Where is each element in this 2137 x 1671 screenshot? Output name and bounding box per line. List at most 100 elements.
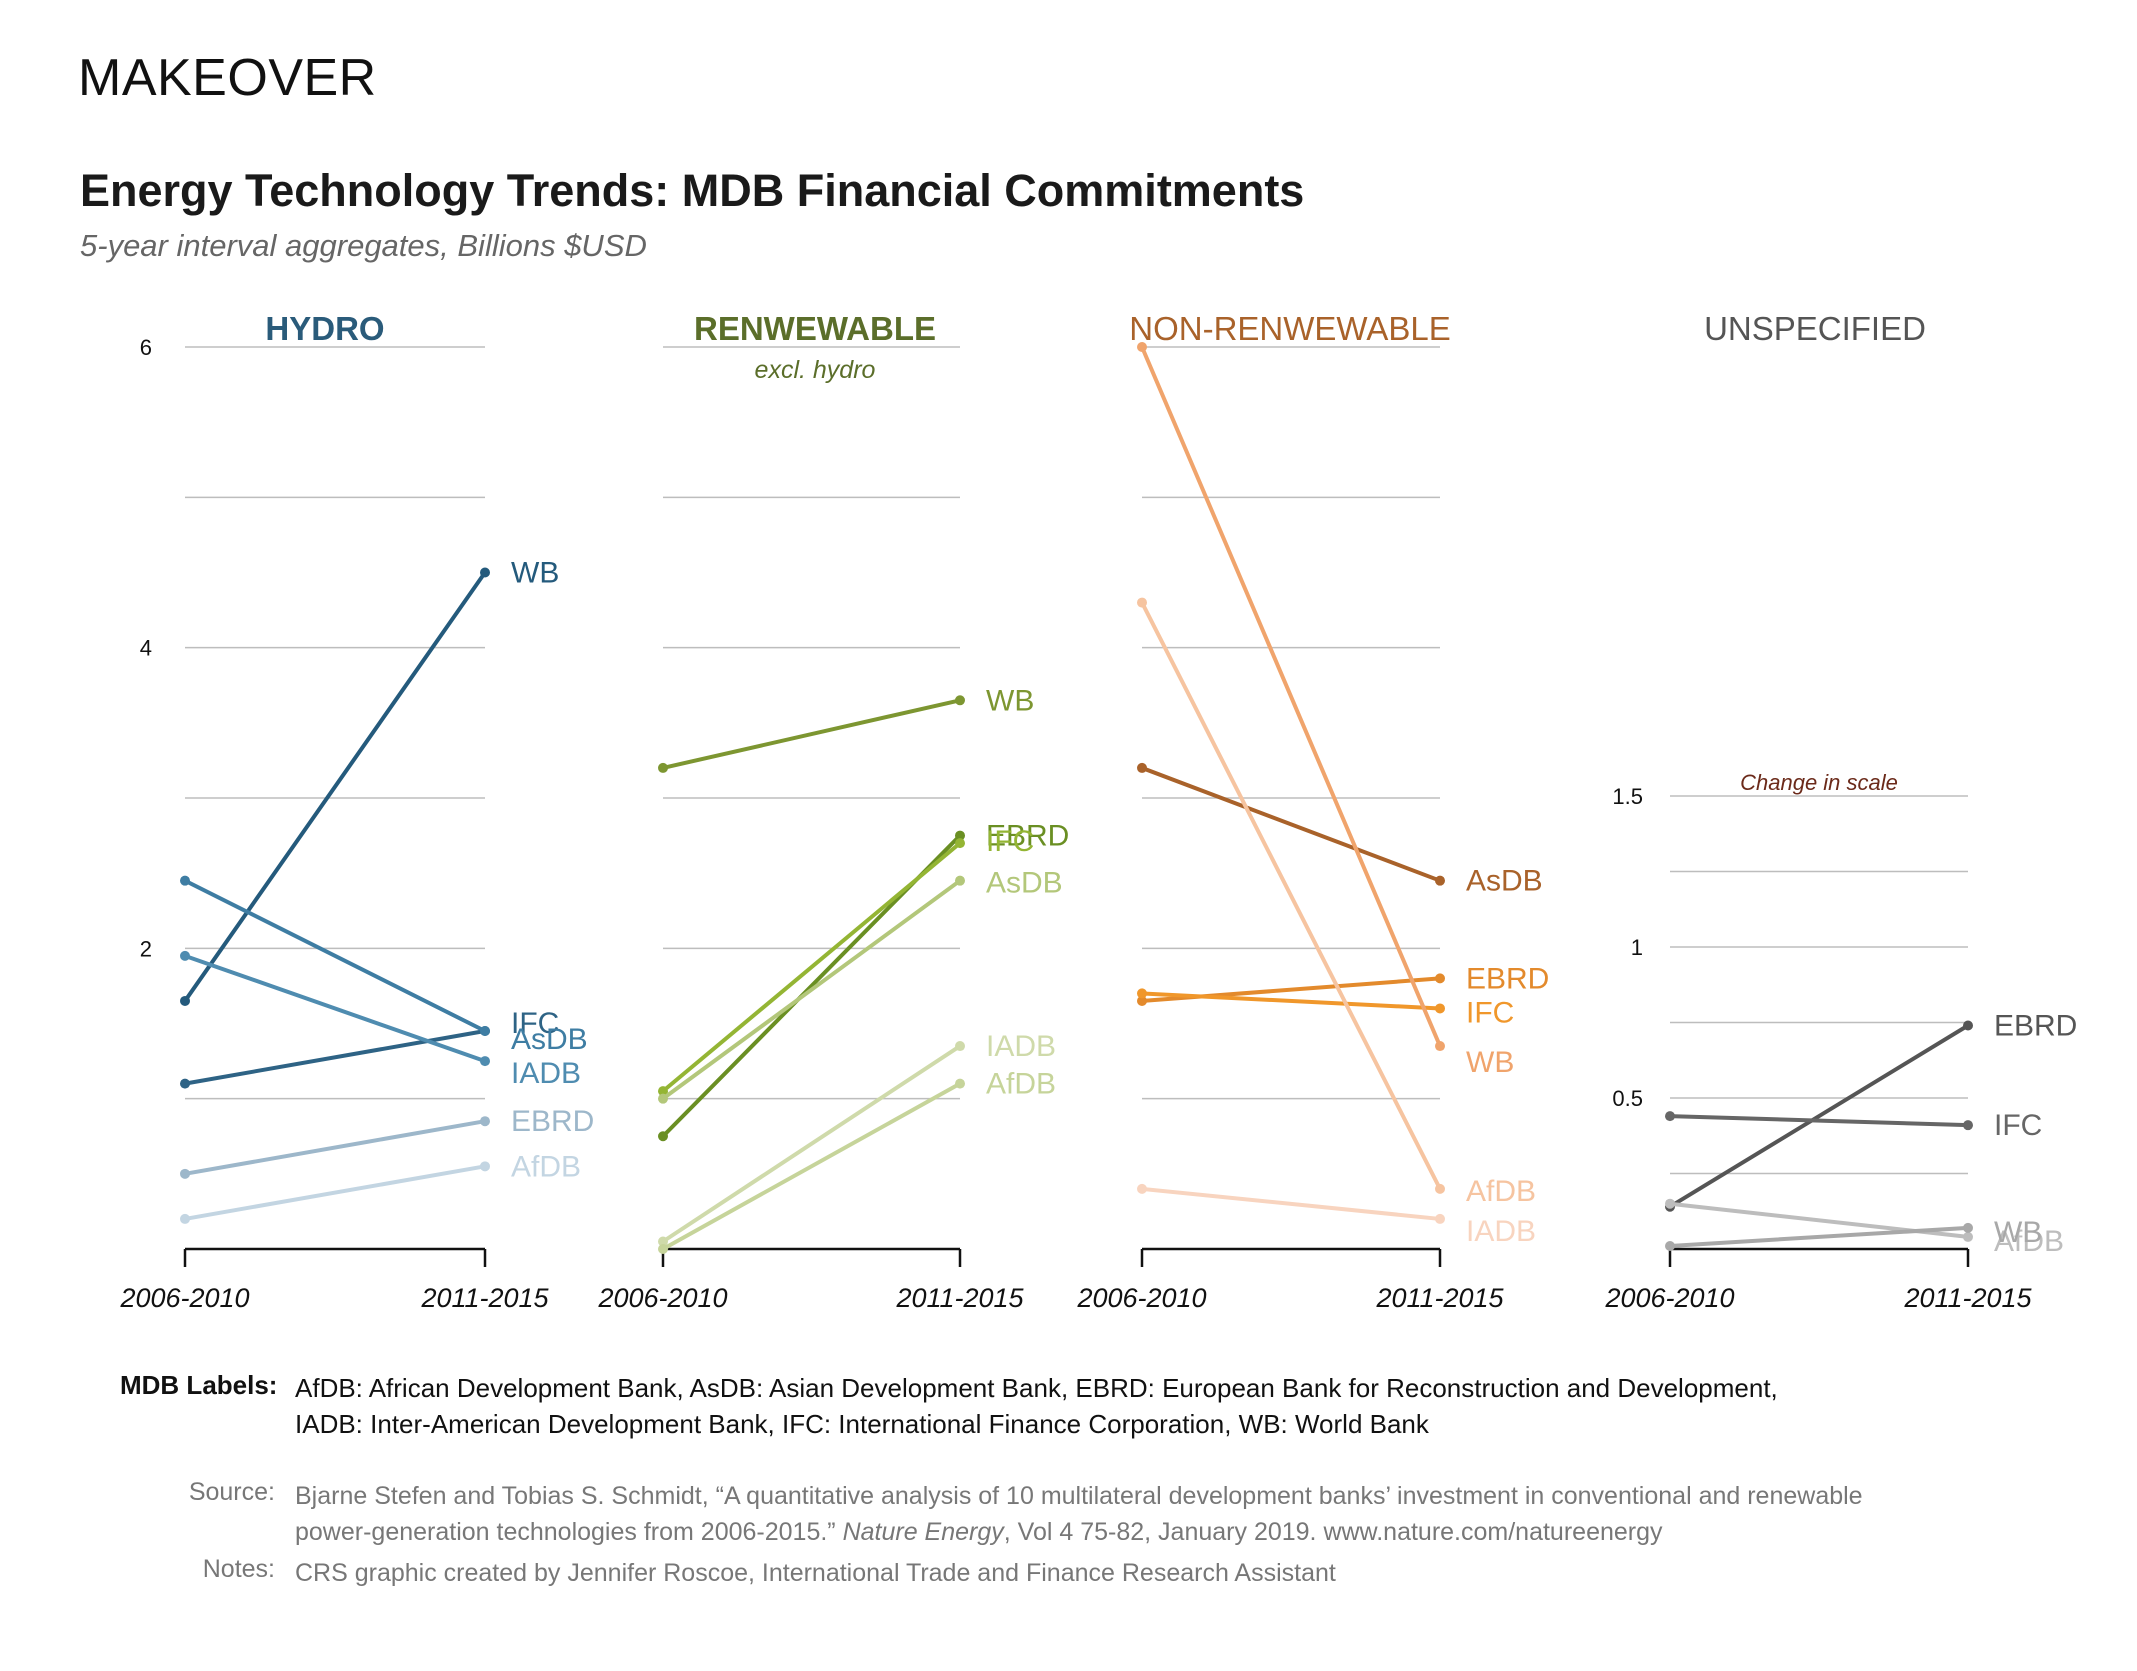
panel-2-x-tick-label: 2011-2015	[895, 1283, 1024, 1313]
panel-2-series-line-iadb	[661, 1044, 962, 1244]
source-line-2c: , Vol 4 75-82, January 2019. www.nature.…	[1003, 1518, 1663, 1546]
panel-1-x-tick-label: 2006-2010	[119, 1283, 249, 1313]
panel-2-point-afdb-start	[658, 1244, 668, 1254]
panel-2-series-label-ebrd: EBRD	[986, 820, 1069, 853]
panel-4-x-tick-label: 2011-2015	[1903, 1283, 2032, 1313]
panel-4-x-tick-label: 2006-2010	[1604, 1283, 1734, 1313]
panel-3-point-wb-start	[1137, 342, 1147, 352]
panel-3-series-line-ifc	[1140, 991, 1442, 1011]
panel-2-series-line-asdb	[661, 878, 962, 1101]
panel-2-title: RENWEWABLE	[694, 310, 936, 347]
notes-key: Notes:	[202, 1555, 275, 1583]
panel-1-series-label-ebrd: EBRD	[511, 1105, 594, 1138]
slope-charts: 2006-2010 2011-2015HYDRO246WBIFCAsDBIADBE…	[119, 310, 2077, 1313]
panel-3-point-iadb-start	[1137, 1183, 1147, 1194]
panel-1-series-line-ebrd	[183, 1119, 487, 1176]
panel-1-y-tick-label: 4	[140, 636, 152, 661]
chart-subtitle: 5-year interval aggregates, Billions $US…	[80, 228, 647, 263]
panel-2-point-iadb-start	[658, 1236, 668, 1247]
panel-2-point-wb-end	[955, 695, 965, 706]
panel-1-title: HYDRO	[265, 310, 384, 347]
panel-2-point-ifc-start	[658, 1086, 668, 1097]
source-line-2: power-generation technologies from 2006-…	[295, 1514, 2075, 1550]
source-key: Source:	[188, 1478, 275, 1506]
panel-4-series-line-ifc	[1668, 1114, 1970, 1128]
panel-3-series-line-wb	[1140, 345, 1442, 1049]
notes-text: CRS graphic created by Jennifer Roscoe, …	[295, 1559, 1336, 1587]
panel-2-series-label-afdb: AfDB	[986, 1068, 1056, 1101]
panel-3-series-line-iadb	[1140, 1186, 1442, 1221]
legend-key: MDB Labels:	[120, 1370, 278, 1400]
panel-4-point-ebrd-end	[1963, 1020, 1973, 1031]
panel-1-y-tick-label: 2	[140, 936, 152, 961]
panel-3-x-tick-label: 2011-2015	[1375, 1283, 1504, 1313]
panel-4-series-label-ifc: IFC	[1994, 1109, 2042, 1142]
panel-1-series-label-afdb: AfDB	[511, 1150, 581, 1183]
panel-4-series-label-afdb: AfDB	[1994, 1225, 2064, 1258]
panel-1-series-line-afdb	[183, 1164, 487, 1221]
panel-1-point-iadb-end	[480, 1056, 490, 1067]
panel-2-series-label-wb: WB	[986, 684, 1034, 717]
panel-2-point-iadb-end	[955, 1041, 965, 1052]
panel-4-title: UNSPECIFIED	[1704, 310, 1926, 347]
panel-1-point-wb-start	[180, 995, 190, 1006]
panel-3-series-label-ebrd: EBRD	[1466, 962, 1549, 995]
panel-4-point-wb-end	[1963, 1222, 1973, 1233]
panel-3-series-label-iadb: IADB	[1466, 1215, 1536, 1248]
panel-1-series-label-iadb: IADB	[511, 1057, 581, 1090]
panel-2-point-ebrd-start	[658, 1131, 668, 1142]
panel-4-series-label-ebrd: EBRD	[1994, 1010, 2077, 1043]
panel-1-point-iadb-start	[180, 950, 190, 961]
panel-2-series-line-wb	[661, 698, 962, 770]
panel-1-y-tick-label: 6	[140, 335, 152, 360]
panel-4-scale-note: Change in scale	[1740, 770, 1898, 795]
panel-3-series-label-afdb: AfDB	[1466, 1175, 1536, 1208]
panel-1-point-ebrd-end	[480, 1116, 490, 1127]
panel-3-series-label-wb: WB	[1466, 1046, 1514, 1079]
panel-2-point-asdb-start	[658, 1093, 668, 1104]
panel-2-point-ifc-end	[955, 838, 965, 849]
legend-line-1: AfDB: African Development Bank, AsDB: As…	[295, 1373, 1778, 1403]
legend-line-2: IADB: Inter-American Development Bank, I…	[295, 1409, 1429, 1439]
panel-4-series-label-wb: WB	[1994, 1216, 2042, 1249]
source-line-2a: power-generation technologies from 2006-…	[295, 1518, 836, 1546]
chart-title: Energy Technology Trends: MDB Financial …	[80, 165, 1305, 216]
panel-2-series-label-asdb: AsDB	[986, 867, 1063, 900]
source-journal: Nature Energy	[842, 1518, 1004, 1546]
panel-2-series-line-afdb	[661, 1081, 962, 1251]
panel-4-series-line-wb	[1668, 1225, 1970, 1248]
panel-4-series-line-ebrd	[1668, 1023, 1970, 1209]
panel-4-point-afdb-start	[1665, 1198, 1675, 1209]
panel-2-x-tick-label: 2006-2010	[597, 1283, 727, 1313]
panel-4-point-ifc-start	[1665, 1111, 1675, 1122]
panel-2-series-line-ifc	[661, 841, 962, 1094]
panel-1-point-asdb-end	[480, 1026, 490, 1037]
panel-1-point-ifc-start	[180, 1078, 190, 1089]
panel-3-point-ifc-start	[1137, 988, 1147, 999]
panel-1-x-tick-label: 2011-2015	[420, 1283, 549, 1313]
panel-1-point-wb-end	[480, 567, 490, 578]
panel-3-point-afdb-start	[1137, 597, 1147, 608]
panel-4-point-ifc-end	[1963, 1120, 1973, 1131]
panel-2-series-label-ifc: IFC	[986, 825, 1034, 858]
panel-2-series-label-iadb: IADB	[986, 1030, 1056, 1063]
panel-4-point-afdb-end	[1963, 1231, 1973, 1242]
panel-1-series-line-iadb	[183, 953, 487, 1064]
panel-3-title: NON-RENWEWABLE	[1129, 310, 1450, 347]
panel-3-point-asdb-start	[1137, 762, 1147, 773]
panel-1-point-afdb-start	[180, 1213, 190, 1224]
panel-2-point-ebrd-end	[955, 830, 965, 841]
panel-3-point-ebrd-end	[1435, 973, 1445, 984]
legend-text: AfDB: African Development Bank, AsDB: As…	[295, 1370, 1995, 1442]
panel-3-x-tick-label: 2006-2010	[1076, 1283, 1206, 1313]
panel-3-series-label-ifc: IFC	[1466, 996, 1514, 1029]
panel-1-point-asdb-start	[180, 875, 190, 886]
panel-2-point-afdb-end	[955, 1078, 965, 1089]
panel-3-series-label-asdb: AsDB	[1466, 865, 1543, 898]
panel-3-point-afdb-end	[1435, 1183, 1445, 1194]
panel-3-point-ifc-end	[1435, 1003, 1445, 1014]
panel-3-series-line-asdb	[1140, 765, 1442, 883]
panel-1-series-label-ifc: IFC	[511, 1007, 559, 1040]
panel-1-series-label-asdb: AsDB	[511, 1023, 588, 1056]
panel-2-point-wb-start	[658, 762, 668, 773]
